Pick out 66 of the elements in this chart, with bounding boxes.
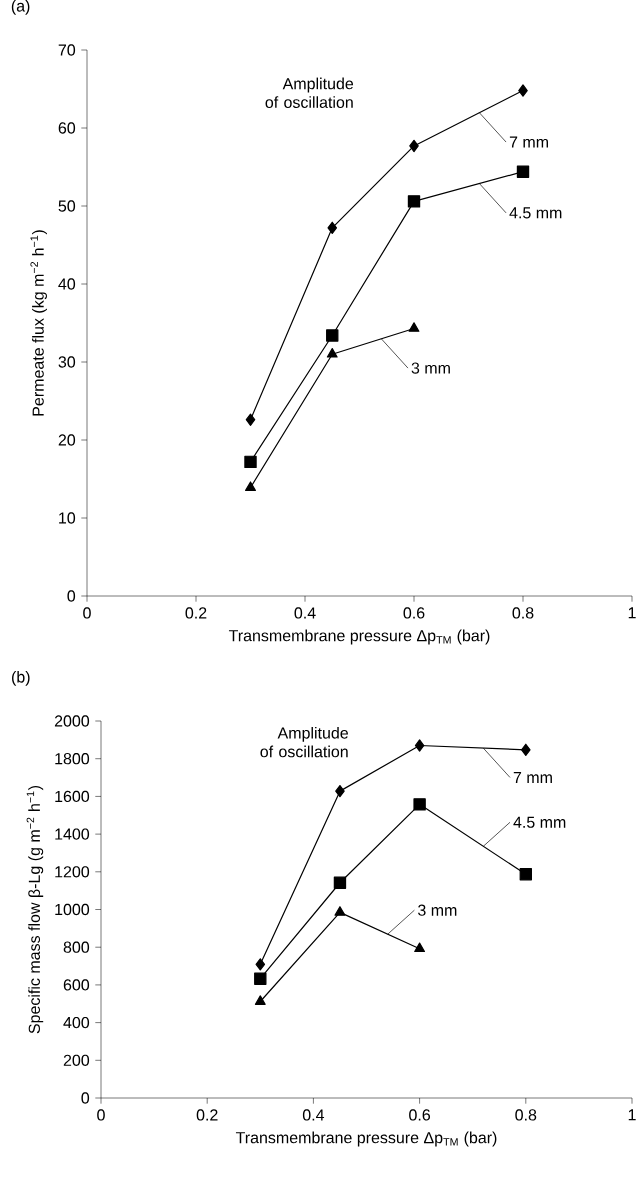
point <box>333 876 347 889</box>
annotation: Amplitude of oscillation <box>260 726 348 758</box>
x-tick-label: 0.4 <box>302 1109 325 1121</box>
point <box>326 329 339 342</box>
point <box>409 139 419 153</box>
y-tick-label: 400 <box>63 1016 90 1029</box>
point <box>335 784 345 798</box>
x-tick-label: 0.8 <box>515 1109 537 1121</box>
y-tick-label: 0 <box>67 590 76 602</box>
x-tick-label: 1 <box>628 607 636 619</box>
x-tick-label: 0.2 <box>196 1109 218 1121</box>
chart-title: (b) <box>12 670 30 686</box>
y-axis-title: Specific mass flow β-Lg (g m$^{−2}$ h$^{−1}$) <box>26 785 44 1034</box>
x-tick-label: 0.6 <box>403 607 425 619</box>
x-axis-title: Transmembrane pressure Δp$_{TM}$ (bar) <box>228 629 490 645</box>
y-tick-label: 1800 <box>55 753 90 765</box>
point <box>407 195 421 208</box>
y-tick-label: 60 <box>58 122 76 134</box>
series-label: 3 mm <box>411 362 450 374</box>
x-tick-label: 0 <box>97 1109 105 1121</box>
point <box>254 972 267 985</box>
y-tick-label: 1000 <box>55 903 90 916</box>
y-axis-title: Permeate flux (kg m$^{−2}$ h$^{−1}$) <box>30 230 47 416</box>
point <box>244 455 257 469</box>
point <box>521 743 531 757</box>
point <box>245 413 256 426</box>
point <box>518 84 528 97</box>
y-tick-label: 1400 <box>55 828 90 840</box>
y-tick-label: 600 <box>63 979 90 991</box>
x-tick-label: 0.8 <box>512 607 534 619</box>
point <box>245 481 256 491</box>
series-label: 3 mm <box>418 904 457 916</box>
point <box>414 942 426 953</box>
y-tick-label: 200 <box>63 1054 90 1066</box>
point <box>334 906 346 916</box>
series-label: 7 mm <box>513 771 552 783</box>
y-tick-label: 1600 <box>55 790 90 803</box>
point <box>326 348 338 358</box>
y-tick-label: 800 <box>63 941 90 953</box>
point <box>414 739 425 752</box>
series-label: 4.5 mm <box>509 207 562 219</box>
x-tick-label: 0.4 <box>294 607 316 619</box>
y-tick-label: 30 <box>58 356 76 368</box>
point <box>255 958 266 971</box>
x-axis-title: Transmembrane pressure Δp$_{TM}$ (bar) <box>235 1131 497 1147</box>
y-tick-label: 10 <box>59 512 76 524</box>
y-tick-label: 20 <box>58 434 76 446</box>
y-tick-label: 50 <box>58 200 76 212</box>
chart-title: (a) <box>11 0 30 15</box>
y-tick-label: 2000 <box>54 715 90 727</box>
y-tick-label: 1200 <box>55 866 90 878</box>
y-tick-label: 40 <box>58 278 76 290</box>
x-tick-label: 0.2 <box>185 607 207 619</box>
point <box>519 868 533 881</box>
y-tick-label: 70 <box>58 44 76 56</box>
annotation: Amplitude of oscillation <box>265 77 354 108</box>
y-tick-label: 0 <box>81 1092 90 1104</box>
point <box>413 798 426 811</box>
point <box>254 995 266 1005</box>
x-tick-label: 0.6 <box>409 1109 431 1121</box>
series-label: 4.5 mm <box>513 816 566 828</box>
point <box>516 165 530 178</box>
point <box>327 221 338 235</box>
text: 7 mm <box>509 136 548 148</box>
point <box>408 322 420 332</box>
x-tick-label: 1 <box>628 1109 636 1121</box>
